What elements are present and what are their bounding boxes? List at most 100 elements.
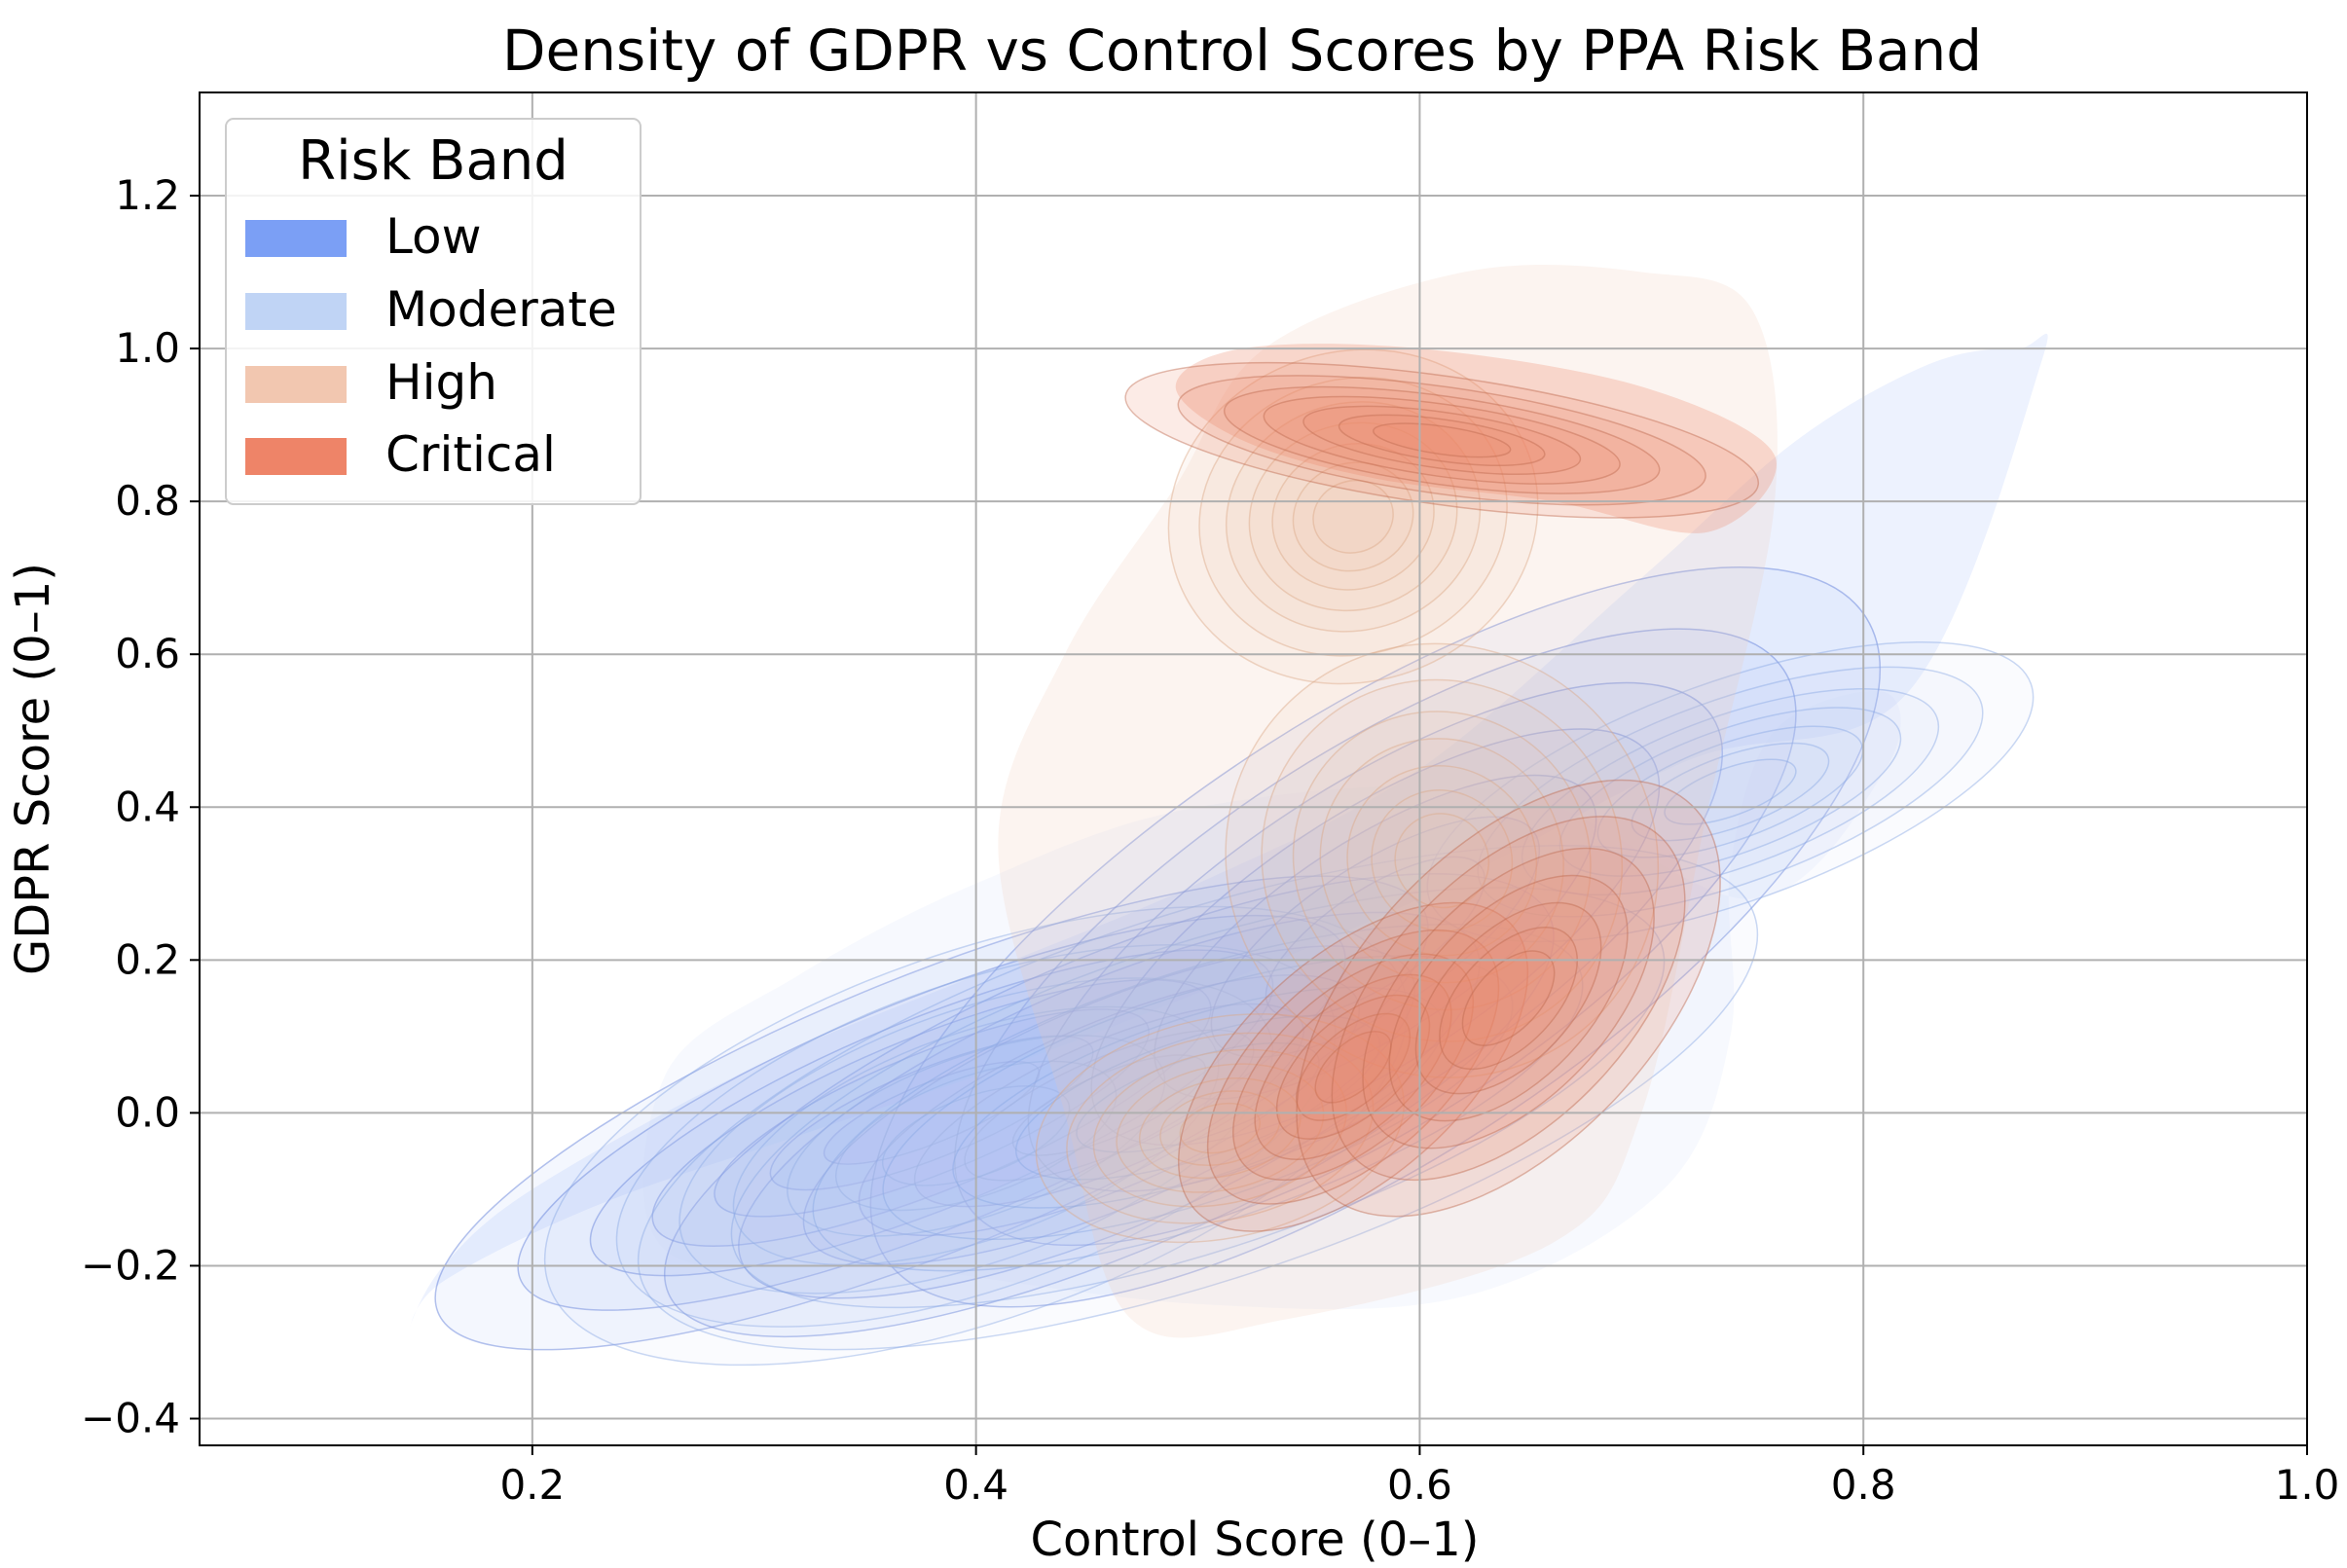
density-contour	[1210, 816, 1541, 1058]
density-contour	[869, 566, 1882, 1308]
legend-label-low: Low	[385, 208, 481, 265]
density-contour	[1177, 901, 1529, 1232]
density-contour	[1559, 707, 1902, 877]
density-contour	[1292, 711, 1592, 1011]
density-contour	[738, 911, 1481, 1299]
y-tick-label: −0.2	[81, 1241, 180, 1289]
density-contour	[1261, 678, 1624, 1042]
density-contour	[1461, 950, 1556, 1046]
plot-frame	[199, 91, 2308, 1446]
legend-label-high: High	[385, 354, 497, 411]
chart-title: Density of GDPR vs Control Scores by PPA…	[502, 18, 1982, 84]
density-contour	[858, 974, 1360, 1237]
density-contour	[1388, 874, 1629, 1122]
density-contour	[1292, 461, 1414, 572]
legend-title: Risk Band	[298, 129, 568, 193]
density-contour	[1206, 929, 1500, 1205]
x-axis-label: Control Score (0–1)	[1031, 1513, 1480, 1564]
density-contour	[1225, 401, 1482, 633]
density-contour	[1159, 1090, 1281, 1166]
density-contour	[730, 887, 1666, 1309]
density-contour	[882, 955, 1514, 1241]
y-tick-label: −0.4	[81, 1395, 180, 1442]
x-tick-label: 0.4	[943, 1461, 1008, 1509]
density-contour	[664, 873, 1555, 1338]
density-contour	[1076, 1041, 1320, 1153]
y-tick-label: 0.6	[115, 630, 180, 677]
y-tick-label: 0.2	[115, 935, 180, 983]
density-contour	[964, 1029, 1255, 1182]
legend-swatch-high	[245, 366, 347, 403]
density-contour	[1296, 779, 1721, 1218]
density-contour	[1198, 377, 1508, 657]
density-contour	[1035, 1013, 1405, 1244]
density-contour	[1090, 728, 1661, 1147]
density-contour	[1346, 764, 1538, 957]
y-axis-label: GDPR Score (0–1)	[6, 563, 60, 975]
y-axis-ticks: −0.4 −0.2 0.0 0.2 0.4 0.6 0.8 1.0 1.2	[81, 171, 200, 1442]
density-contour	[1225, 642, 1660, 1078]
density-contour	[1314, 1030, 1392, 1104]
density-contour	[1248, 421, 1458, 612]
density-low	[410, 333, 2048, 1351]
density-contour	[1014, 1014, 1381, 1181]
density-contour	[1596, 725, 1864, 858]
density-contour	[1312, 479, 1394, 554]
density-envelope	[998, 264, 1778, 1338]
density-contour	[1167, 348, 1539, 685]
density-contour	[1138, 1077, 1302, 1180]
density-contour	[1263, 395, 1621, 485]
density-contour	[1011, 1054, 1207, 1156]
density-contour	[1092, 1048, 1347, 1208]
density-contour	[802, 945, 1416, 1265]
density-contour	[1362, 847, 1655, 1149]
legend-frame	[225, 118, 642, 505]
density-contour	[1116, 1063, 1325, 1193]
y-tick-label: 1.2	[115, 171, 180, 219]
density-contour	[1179, 1102, 1261, 1154]
density-contour	[1521, 688, 1940, 896]
density-contour	[1124, 361, 1760, 519]
density-contour	[1275, 994, 1431, 1140]
density-contour	[1302, 405, 1582, 475]
x-tick-label: 0.6	[1387, 1461, 1452, 1509]
legend-label-critical: Critical	[385, 426, 556, 483]
density-contour	[1265, 856, 1485, 1018]
density-contour	[1177, 375, 1706, 506]
density-contour	[1027, 681, 1723, 1192]
density-contour	[1426, 640, 2035, 943]
x-tick-label: 0.8	[1831, 1461, 1896, 1509]
density-contour	[1223, 385, 1661, 494]
density-envelope	[410, 333, 2048, 1328]
legend-swatch-low	[245, 220, 347, 257]
x-axis-ticks: 0.2 0.4 0.6 0.8 1.0	[499, 1445, 2339, 1509]
x-tick-label: 0.2	[499, 1461, 565, 1509]
density-contour	[954, 628, 1797, 1247]
legend-swatch-critical	[245, 438, 347, 475]
density-contour	[1154, 774, 1597, 1100]
density-contour	[1414, 901, 1602, 1095]
legend-label-moderate: Moderate	[385, 281, 617, 338]
legend-swatch-moderate	[245, 293, 347, 330]
density-contour	[1271, 443, 1435, 591]
density-contour	[1439, 927, 1579, 1071]
density-contour	[812, 923, 1584, 1272]
y-tick-label: 0.4	[115, 783, 180, 830]
y-tick-label: 0.0	[115, 1088, 180, 1136]
plot-area	[200, 92, 2307, 1445]
density-envelope	[1175, 344, 1777, 533]
density-contour	[1338, 414, 1546, 466]
density-contour	[1394, 813, 1490, 909]
density-contour	[952, 986, 1444, 1209]
density-contour	[1319, 738, 1564, 984]
density-contour	[1232, 953, 1475, 1182]
y-tick-label: 0.8	[115, 477, 180, 525]
density-contour	[637, 845, 1759, 1351]
x-tick-label: 1.0	[2275, 1461, 2340, 1509]
density-contour	[1477, 666, 1984, 918]
y-tick-label: 1.0	[115, 324, 180, 372]
density-contour	[913, 1003, 1304, 1208]
density-envelope	[642, 691, 1901, 1310]
